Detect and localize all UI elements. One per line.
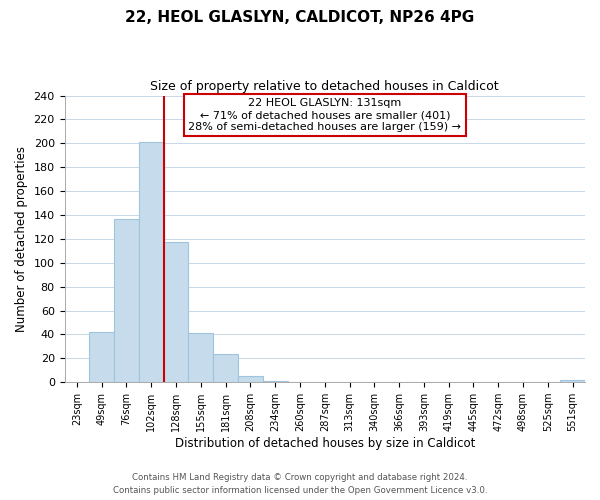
Bar <box>114 218 139 382</box>
Title: Size of property relative to detached houses in Caldicot: Size of property relative to detached ho… <box>151 80 499 93</box>
X-axis label: Distribution of detached houses by size in Caldicot: Distribution of detached houses by size … <box>175 437 475 450</box>
Bar <box>263 381 287 382</box>
Y-axis label: Number of detached properties: Number of detached properties <box>15 146 28 332</box>
Text: 22 HEOL GLASLYN: 131sqm
← 71% of detached houses are smaller (401)
28% of semi-d: 22 HEOL GLASLYN: 131sqm ← 71% of detache… <box>188 98 461 132</box>
Bar <box>238 376 263 382</box>
Bar <box>560 380 585 382</box>
Bar <box>188 333 213 382</box>
Bar <box>213 354 238 382</box>
Text: 22, HEOL GLASLYN, CALDICOT, NP26 4PG: 22, HEOL GLASLYN, CALDICOT, NP26 4PG <box>125 10 475 25</box>
Text: Contains HM Land Registry data © Crown copyright and database right 2024.
Contai: Contains HM Land Registry data © Crown c… <box>113 474 487 495</box>
Bar <box>164 242 188 382</box>
Bar <box>89 332 114 382</box>
Bar <box>139 142 164 382</box>
